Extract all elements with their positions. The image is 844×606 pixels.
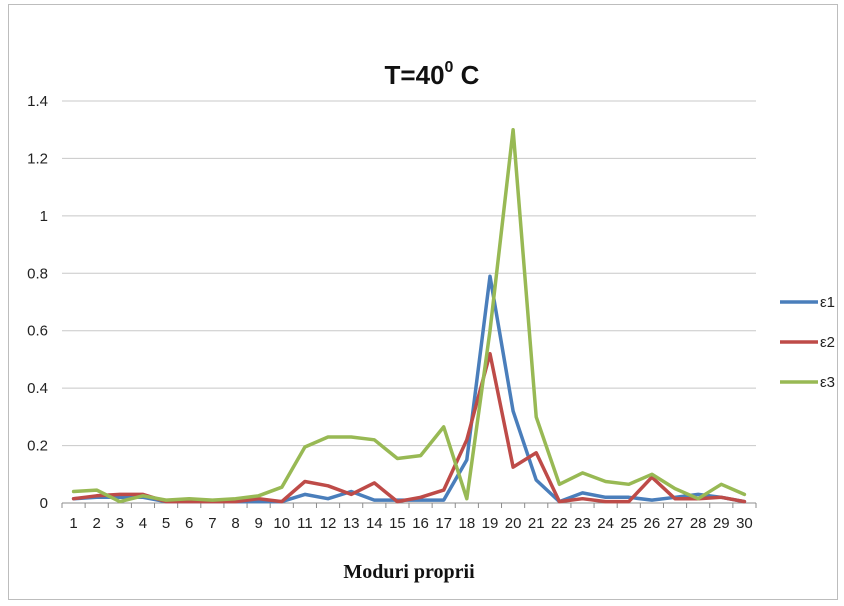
x-tick-label: 1	[69, 515, 77, 532]
x-axis-label: Moduri proprii	[343, 561, 475, 583]
series-lines	[71, 127, 747, 504]
x-axis	[61, 502, 757, 508]
x-tick-label: 24	[597, 515, 614, 532]
chart-title-main: T=40	[385, 60, 445, 90]
y-tick-label: 1.4	[27, 93, 48, 110]
x-tick-label: 21	[528, 515, 545, 532]
chart-title: T=400 C	[385, 59, 480, 90]
x-tick-label: 17	[435, 515, 452, 532]
legend: ε1 ε2 ε3	[780, 294, 835, 391]
x-tick-label: 16	[412, 515, 429, 532]
y-tick-label: 1.2	[27, 150, 48, 167]
x-tick-label: 9	[254, 515, 262, 532]
gridlines	[62, 100, 756, 447]
y-tick-label: 0.4	[27, 380, 48, 397]
y-tick-label: 0.6	[27, 323, 48, 340]
x-tick-label: 28	[690, 515, 707, 532]
x-tick-label: 12	[320, 515, 337, 532]
x-tick-label: 22	[551, 515, 568, 532]
series-line-1	[71, 274, 747, 504]
x-tick-label: 23	[574, 515, 591, 532]
chart-title-superscript: 0	[445, 59, 454, 76]
x-tick-label: 29	[713, 515, 730, 532]
y-axis-ticks: 0 0.2 0.4 0.6 0.8 1 1.2 1.4	[27, 93, 48, 512]
x-tick-label: 6	[185, 515, 193, 532]
x-tick-label: 8	[231, 515, 239, 532]
y-tick-label: 0.8	[27, 265, 48, 282]
x-tick-label: 2	[93, 515, 101, 532]
x-tick-label: 13	[343, 515, 360, 532]
x-tick-label: 30	[736, 515, 753, 532]
x-tick-label: 19	[482, 515, 499, 532]
series-line-2	[71, 351, 747, 504]
y-tick-label: 0.2	[27, 438, 48, 455]
x-tick-label: 3	[116, 515, 124, 532]
x-tick-label: 14	[366, 515, 383, 532]
legend-label-3: ε3	[820, 374, 835, 391]
legend-label-1: ε1	[820, 294, 835, 311]
chart-title-suffix: C	[453, 60, 479, 90]
x-tick-label: 4	[139, 515, 147, 532]
x-tick-label: 18	[458, 515, 475, 532]
x-tick-label: 15	[389, 515, 406, 532]
x-tick-label: 25	[620, 515, 637, 532]
series-line-3	[71, 127, 747, 504]
x-tick-label: 26	[644, 515, 661, 532]
legend-label-2: ε2	[820, 334, 835, 351]
x-axis-ticks: 1 2 3 4 5 6 7 8 9 10 11 12 13 14 15 16 17 18 19 20 21 22 23 24 2…	[69, 515, 752, 532]
x-tick-label: 5	[162, 515, 170, 532]
x-tick-label: 7	[208, 515, 216, 532]
y-tick-label: 1	[40, 208, 48, 225]
y-tick-label: 0	[40, 495, 48, 512]
x-tick-label: 20	[505, 515, 522, 532]
x-tick-label: 11	[297, 515, 313, 532]
x-tick-label: 10	[273, 515, 290, 532]
x-tick-label: 27	[667, 515, 684, 532]
